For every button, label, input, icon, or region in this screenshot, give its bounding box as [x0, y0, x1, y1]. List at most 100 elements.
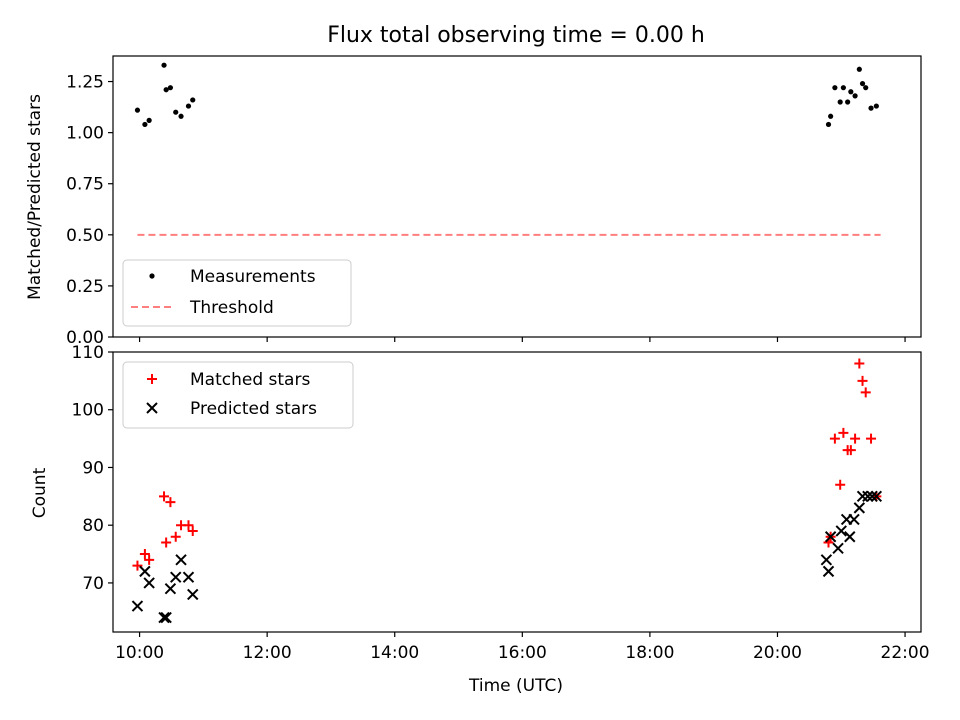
matched-stars-point — [132, 560, 143, 571]
measurement-point — [840, 85, 846, 91]
matched-stars-point — [165, 497, 176, 508]
measurement-point — [146, 117, 152, 123]
predicted-stars-point — [170, 571, 182, 583]
x-tick-label: 18:00 — [625, 643, 674, 663]
measurement-point — [167, 85, 174, 91]
predicted-stars-point — [139, 565, 151, 578]
legend-predicted-marker — [146, 402, 158, 414]
matched-stars-point — [838, 427, 849, 438]
matched-stars-point — [866, 433, 877, 444]
x-tick-label: 10:00 — [115, 643, 164, 663]
measurement-point — [868, 105, 874, 111]
predicted-stars-point — [848, 513, 860, 526]
ratio-panel: Flux total observing time = 0.00 h Match… — [25, 23, 922, 348]
predicted-stars-point — [175, 554, 187, 566]
predicted-stars-point — [832, 542, 844, 554]
x-axis-label: Time (UTC) — [468, 676, 563, 696]
matched-stars-point — [829, 433, 840, 444]
measurement-point — [837, 99, 843, 105]
y-tick-label: 0.75 — [66, 175, 104, 195]
predicted-stars-point — [187, 588, 199, 601]
measurement-point — [848, 89, 854, 95]
predicted-stars-point — [844, 531, 856, 543]
x-tick-label: 14:00 — [370, 643, 419, 663]
matched-stars-point — [144, 554, 155, 565]
ratio-legend: Measurements Threshold — [122, 259, 352, 327]
y-tick-label: 0.00 — [66, 328, 104, 348]
predicted-stars-point — [158, 611, 170, 624]
measurement-point — [845, 99, 851, 105]
predicted-stars-point — [131, 600, 144, 612]
predicted-stars-point — [143, 577, 155, 589]
predicted-stars-point — [862, 490, 874, 503]
legend-matched-label: Matched stars — [190, 370, 310, 390]
matched-stars-point — [170, 531, 181, 542]
matched-stars-point — [187, 525, 198, 536]
matched-stars-point — [161, 537, 172, 548]
matched-stars-point — [857, 375, 868, 386]
measurement-point — [161, 62, 167, 68]
legend-threshold-label: Threshold — [189, 298, 274, 318]
y-axis-label-count: Count — [30, 467, 50, 518]
measurement-point — [190, 97, 196, 103]
predicted-stars-point — [853, 502, 866, 514]
chart-title: Flux total observing time = 0.00 h — [327, 23, 705, 48]
measurement-point — [856, 66, 862, 72]
x-tick-label: 22:00 — [881, 643, 930, 663]
y-tick-label: 1.25 — [66, 73, 104, 93]
y-tick-label: 110 — [72, 343, 104, 363]
measurement-point — [863, 85, 869, 91]
matched-stars-point — [159, 491, 170, 502]
predicted-stars-point — [835, 525, 847, 537]
measurement-point — [859, 80, 866, 87]
x-tick-label: 16:00 — [498, 643, 547, 663]
matched-stars-point — [139, 549, 150, 560]
count-panel: Count Time (UTC) 10:00 12:00 14:00 16:00 18:… — [30, 343, 930, 696]
count-legend: Matched stars Predicted stars — [122, 361, 354, 429]
measurement-point — [134, 107, 141, 113]
predicted-stars-point — [160, 611, 172, 624]
measurement-point — [825, 121, 832, 128]
count-legend-box — [122, 361, 354, 429]
predicted-stars-point — [820, 554, 833, 566]
measurement-point — [163, 87, 169, 93]
y-tick-label: 1.00 — [66, 124, 104, 144]
y-tick-label: 80 — [82, 516, 104, 536]
predicted-stars-point — [824, 531, 837, 543]
predicted-stars-point — [870, 490, 883, 503]
measurement-point — [873, 103, 879, 109]
measurement-point — [178, 113, 184, 119]
count-ticks: 10:00 12:00 14:00 16:00 18:00 20:00 22:00 70 80 9… — [72, 343, 930, 663]
y-tick-label: 70 — [82, 574, 104, 594]
measurement-point — [185, 103, 192, 109]
legend-measurements-label: Measurements — [190, 267, 316, 287]
y-tick-label: 0.50 — [66, 226, 104, 246]
y-axis-label-ratio: Matched/Predicted stars — [25, 94, 45, 300]
ratio-plot-frame — [112, 55, 922, 338]
legend-matched-marker — [147, 374, 157, 384]
ratio-legend-box — [122, 259, 352, 327]
y-tick-label: 90 — [82, 458, 104, 478]
legend-measurements-marker — [149, 273, 155, 279]
predicted-stars-point — [822, 565, 835, 578]
x-tick-label: 20:00 — [753, 643, 802, 663]
measurement-point — [142, 121, 148, 128]
matched-stars-point — [854, 358, 865, 369]
matched-stars-point — [835, 479, 846, 490]
predicted-stars-point — [866, 490, 878, 503]
matched-stars-point — [845, 445, 856, 456]
count-plot-frame — [112, 351, 922, 633]
y-tick-label: 100 — [72, 401, 104, 421]
predicted-stars-point — [164, 582, 177, 595]
measurement-point — [828, 113, 834, 119]
ratio-ticks: 0.00 0.25 0.50 0.75 1.00 1.25 — [66, 73, 906, 348]
x-tick-label: 12:00 — [243, 643, 292, 663]
count-marks — [131, 358, 883, 624]
measurement-point — [173, 109, 179, 115]
matched-stars-point — [850, 433, 861, 444]
predicted-stars-point — [182, 571, 195, 583]
matched-stars-point — [183, 520, 194, 531]
matched-stars-point — [860, 387, 871, 398]
